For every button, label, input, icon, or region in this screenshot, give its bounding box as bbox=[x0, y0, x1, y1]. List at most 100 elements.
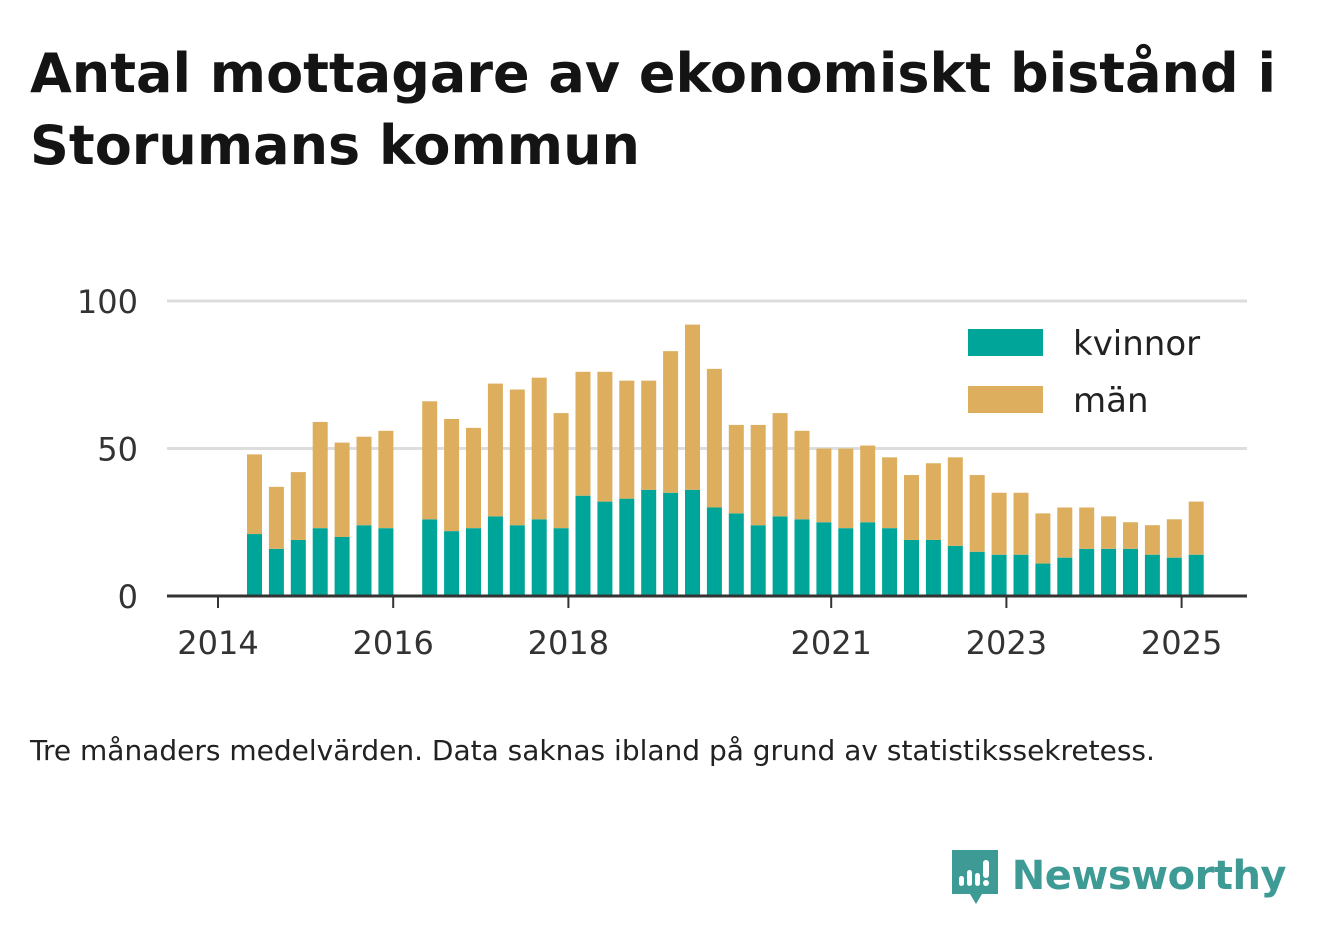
bar-man bbox=[597, 371, 613, 502]
bar-man bbox=[1035, 513, 1051, 564]
x-tick-label: 2018 bbox=[528, 624, 609, 662]
bar-kvinnor bbox=[553, 528, 569, 596]
footnote: Tre månaders medelvärden. Data saknas ib… bbox=[30, 734, 1155, 767]
bar-man bbox=[969, 475, 985, 552]
bar-man bbox=[444, 419, 460, 532]
bar-man bbox=[838, 448, 854, 529]
bar-kvinnor bbox=[466, 528, 481, 596]
bar-kvinnor bbox=[575, 495, 591, 596]
bar-kvinnor bbox=[356, 525, 372, 596]
bar-kvinnor bbox=[1013, 554, 1029, 596]
y-tick-label: 50 bbox=[97, 431, 138, 469]
bar-man bbox=[641, 380, 657, 490]
bar-man bbox=[1166, 519, 1182, 558]
bar-man bbox=[794, 430, 810, 520]
bar-kvinnor bbox=[904, 539, 919, 596]
legend-label: kvinnor bbox=[1073, 324, 1200, 364]
x-tick-label: 2021 bbox=[790, 624, 871, 662]
bar-man bbox=[553, 413, 569, 529]
bar-kvinnor bbox=[925, 539, 941, 596]
bar-kvinnor bbox=[1035, 563, 1051, 596]
bar-man bbox=[509, 389, 525, 526]
bar-kvinnor bbox=[860, 522, 876, 596]
bar-kvinnor bbox=[290, 539, 306, 596]
bar-man bbox=[1188, 501, 1204, 555]
bar-man bbox=[290, 472, 306, 540]
bar-kvinnor bbox=[1144, 554, 1160, 596]
bar-man bbox=[1144, 525, 1160, 555]
bar-man bbox=[750, 424, 766, 526]
bar-kvinnor bbox=[1123, 548, 1138, 596]
brand-name: Newsworthy bbox=[1011, 853, 1287, 899]
bar-kvinnor bbox=[706, 507, 722, 596]
bar-kvinnor bbox=[641, 489, 657, 596]
bar-kvinnor bbox=[1079, 548, 1095, 596]
bar-kvinnor bbox=[1057, 557, 1073, 596]
bar-man bbox=[1101, 516, 1117, 549]
bar-kvinnor bbox=[947, 545, 963, 596]
bar-kvinnor bbox=[838, 528, 854, 596]
bar-kvinnor bbox=[378, 528, 394, 596]
bar-kvinnor bbox=[334, 537, 350, 596]
bars bbox=[247, 324, 1204, 596]
bar-kvinnor bbox=[247, 534, 262, 596]
bar-kvinnor bbox=[312, 528, 328, 596]
bar-man bbox=[991, 492, 1007, 555]
bar-man bbox=[947, 457, 963, 546]
bar-man bbox=[378, 430, 394, 529]
bar-man bbox=[772, 413, 788, 517]
bar-man bbox=[882, 457, 898, 529]
bar-man bbox=[268, 486, 284, 549]
bar-kvinnor bbox=[685, 489, 700, 596]
bar-man bbox=[860, 445, 876, 523]
bar-kvinnor bbox=[1188, 554, 1204, 596]
bar-chart-speech-bubble-icon bbox=[951, 850, 998, 904]
x-tick-label: 2025 bbox=[1141, 624, 1222, 662]
legend: kvinnor män bbox=[968, 324, 1200, 421]
x-tick-label: 2023 bbox=[966, 624, 1047, 662]
x-tick-label: 2016 bbox=[352, 624, 433, 662]
bar-kvinnor bbox=[969, 551, 985, 596]
bar-man bbox=[334, 442, 350, 537]
bar-kvinnor bbox=[991, 554, 1007, 596]
bar-man bbox=[487, 383, 503, 517]
bar-man bbox=[685, 324, 700, 490]
bar-kvinnor bbox=[444, 531, 460, 596]
bar-man bbox=[466, 427, 481, 529]
legend-swatch-man bbox=[968, 386, 1043, 413]
bar-kvinnor bbox=[619, 498, 635, 596]
bar-kvinnor bbox=[487, 516, 503, 596]
bar-kvinnor bbox=[882, 528, 898, 596]
chart-title: Antal mottagare av ekonomiskt bistånd i … bbox=[30, 42, 1276, 177]
x-tick-label: 2014 bbox=[177, 624, 258, 662]
bar-man bbox=[1013, 492, 1029, 555]
bar-man bbox=[247, 454, 262, 535]
bar-man bbox=[422, 401, 438, 520]
bar-kvinnor bbox=[728, 513, 744, 596]
bar-kvinnor bbox=[816, 522, 832, 596]
y-tick-label: 100 bbox=[77, 283, 138, 321]
y-tick-label: 0 bbox=[118, 578, 138, 616]
bar-man bbox=[356, 436, 372, 526]
bar-kvinnor bbox=[1101, 548, 1117, 596]
bar-man bbox=[575, 371, 591, 496]
bar-man bbox=[728, 424, 744, 514]
bar-man bbox=[925, 463, 941, 540]
bar-kvinnor bbox=[268, 548, 284, 596]
bar-kvinnor bbox=[531, 519, 547, 596]
bar-man bbox=[312, 421, 328, 529]
bar-man bbox=[1057, 507, 1073, 558]
bar-kvinnor bbox=[597, 501, 613, 596]
bar-kvinnor bbox=[772, 516, 788, 596]
bar-kvinnor bbox=[794, 519, 810, 596]
brand-logo: Newsworthy bbox=[950, 846, 1287, 906]
bar-kvinnor bbox=[509, 525, 525, 596]
bar-kvinnor bbox=[422, 519, 438, 596]
bar-man bbox=[904, 475, 919, 540]
bar-man bbox=[663, 351, 679, 493]
bar-kvinnor bbox=[750, 525, 766, 596]
bar-man bbox=[619, 380, 635, 499]
bar-man bbox=[1079, 507, 1095, 549]
bar-kvinnor bbox=[663, 492, 679, 596]
